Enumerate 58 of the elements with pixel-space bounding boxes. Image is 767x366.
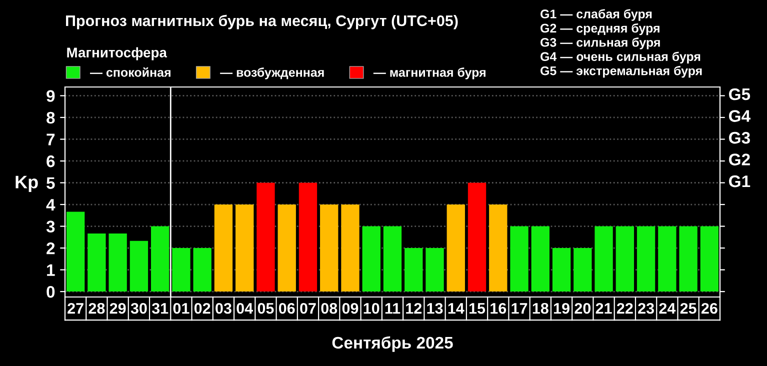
legend-label: — возбужденная	[220, 68, 324, 80]
x-tick-label: 28	[88, 302, 105, 314]
x-tick-label: 30	[130, 302, 147, 314]
x-tick-label: 11	[385, 303, 400, 314]
x-tick-label: 05	[258, 302, 274, 314]
y-tick-label: 6	[46, 155, 55, 168]
text: G3	[729, 132, 750, 144]
x-tick-label: 17	[512, 303, 528, 314]
x-tick-label: 06	[278, 302, 295, 314]
y-tick-label: 0	[46, 286, 55, 298]
x-tick-label: 12	[406, 302, 422, 314]
y-tick-label: 9	[46, 90, 55, 102]
x-tick-label: 08	[321, 302, 338, 314]
legend-label: — спокойная	[90, 67, 170, 77]
x-axis-title: Сентябрь 2025	[332, 336, 453, 352]
text: G1	[729, 175, 750, 188]
x-tick-label: 31	[152, 302, 168, 314]
legend-title: Магнитосфера	[67, 47, 168, 60]
text: G3 — сильная буря	[540, 38, 660, 50]
x-tick-label: 07	[300, 302, 316, 314]
text: G2 — средняя буря	[540, 23, 660, 36]
y-tick-label: 2	[46, 242, 55, 254]
x-tick-label: 21	[596, 302, 612, 314]
y-tick-label: 3	[46, 220, 55, 232]
text: G1 — слабая буря	[540, 9, 652, 21]
x-tick-label: 13	[427, 302, 443, 314]
x-tick-label: 03	[216, 302, 232, 314]
x-tick-label: 27	[68, 302, 84, 314]
y-axis-title: Kp	[16, 176, 38, 192]
x-tick-label: 02	[194, 302, 210, 314]
y-tick-label: 5	[46, 177, 55, 189]
x-tick-label: 22	[616, 302, 633, 314]
chart-title: Прогноз магнитных бурь на месяц, Сургут (UTC+05)	[66, 14, 458, 30]
x-tick-label: 23	[638, 302, 654, 314]
text: G4 — очень сильная буря	[540, 52, 700, 64]
y-tick-label: 1	[47, 264, 55, 276]
y-tick-label: 4	[46, 199, 56, 211]
x-tick-label: 15	[469, 303, 486, 314]
text: G5 — экстремальная буря	[540, 66, 702, 78]
legend-label: — магнитная буря	[373, 68, 486, 80]
text: G5	[729, 88, 750, 100]
x-tick-label: 20	[574, 302, 591, 314]
x-tick-label: 29	[110, 302, 126, 314]
x-tick-label: 26	[701, 302, 718, 314]
x-tick-label: 25	[680, 302, 696, 314]
x-tick-label: 14	[448, 303, 464, 314]
x-tick-label: 09	[342, 302, 358, 314]
x-tick-label: 18	[532, 302, 548, 314]
text: G2	[729, 154, 750, 166]
x-tick-label: 16	[490, 302, 506, 314]
x-tick-label: 24	[659, 302, 676, 314]
x-tick-label: 01	[173, 302, 190, 314]
x-tick-label: 10	[364, 302, 380, 314]
x-tick-label: 19	[554, 302, 570, 314]
y-tick-label: 7	[46, 134, 55, 146]
text: G4	[729, 110, 750, 122]
y-tick-label: 8	[46, 112, 55, 124]
x-tick-label: 04	[236, 302, 254, 314]
